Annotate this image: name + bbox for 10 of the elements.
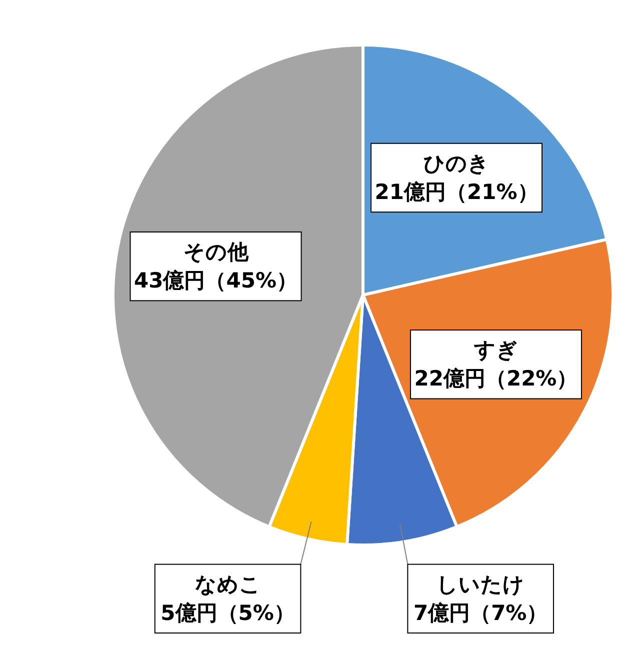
data-label: 7億円（7%）	[413, 600, 548, 625]
slice-label: ひのき	[424, 152, 490, 176]
slice-label: その他	[183, 240, 250, 264]
slice-label: しいたけ	[436, 572, 525, 596]
data-label: 22億円（22%）	[414, 366, 578, 391]
data-label: 5億円（5%）	[160, 600, 295, 625]
data-label: 21億円（21%）	[374, 180, 538, 204]
data-label: 43億円（45%）	[134, 268, 298, 292]
slice-label: すぎ	[472, 338, 518, 362]
slice-label: なめこ	[194, 572, 261, 596]
